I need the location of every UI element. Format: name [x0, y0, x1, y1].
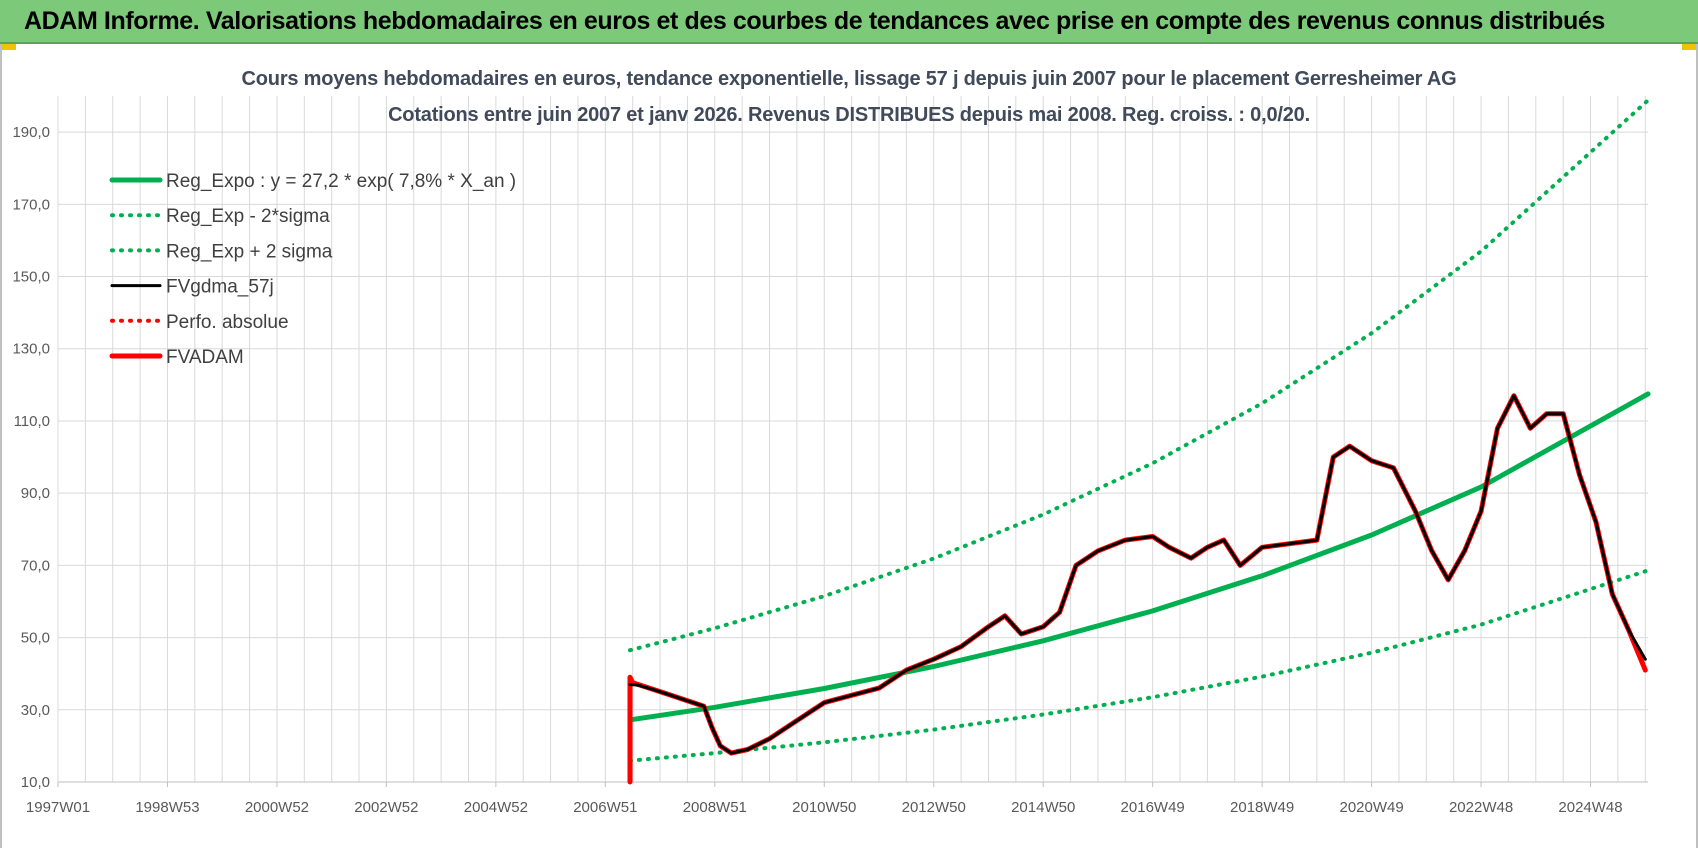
legend-label: FVgdma_57j — [166, 277, 274, 298]
chart-title-line-1: Cours moyens hebdomadaires en euros, ten… — [241, 68, 1457, 90]
x-tick-label: 2000W52 — [245, 799, 309, 816]
x-tick-label: 2010W50 — [792, 799, 856, 816]
legend-label: Perfo. absolue — [166, 312, 289, 333]
x-tick-label: 1998W53 — [135, 799, 199, 816]
x-tick-label: 2014W50 — [1011, 799, 1075, 816]
x-tick-label: 2022W48 — [1449, 799, 1513, 816]
y-tick-label: 90,0 — [21, 485, 50, 502]
legend-label: Reg_Exp + 2 sigma — [166, 241, 333, 262]
axis-layer: 10,0 30,0 50,0 70,0 90,0 110,0 130,0 150,0 170,0… — [12, 96, 1648, 816]
y-tick-label: 190,0 — [12, 124, 50, 141]
x-tick-label: 2020W49 — [1339, 799, 1403, 816]
y-tick-label: 10,0 — [21, 774, 50, 791]
y-tick-label: 150,0 — [12, 269, 50, 286]
legend-label: Reg_Exp - 2*sigma — [166, 206, 330, 227]
x-tick-label: 1997W01 — [26, 799, 90, 816]
legend-label: FVADAM — [166, 347, 244, 368]
y-tick-label: 30,0 — [21, 702, 50, 719]
series-line-3 — [628, 394, 1647, 755]
legend-label: Reg_Expo : y = 27,2 * exp( 7,8% * X_an ) — [166, 171, 516, 192]
chart-title-line-2: Cotations entre juin 2007 et janv 2026. … — [388, 104, 1310, 126]
y-tick-label: 110,0 — [14, 413, 50, 430]
corner-marker-left — [0, 44, 16, 50]
y-tick-label: 50,0 — [21, 630, 50, 647]
legend: Reg_Expo : y = 27,2 * exp( 7,8% * X_an )… — [109, 171, 516, 368]
grid-layer — [57, 96, 1648, 783]
chart-frame — [0, 44, 1698, 848]
x-tick-label: 2024W48 — [1558, 799, 1622, 816]
y-tick-label: 130,0 — [12, 341, 50, 358]
report-banner: ADAM Informe. Valorisations hebdomadaire… — [0, 0, 1698, 44]
series-line-2 — [628, 98, 1650, 653]
x-tick-label: 2002W52 — [354, 799, 418, 816]
report-title: ADAM Informe. Valorisations hebdomadaire… — [24, 7, 1605, 35]
x-tick-label: 2006W51 — [573, 799, 637, 816]
x-tick-label: 2016W49 — [1121, 799, 1185, 816]
x-tick-label: 2004W52 — [464, 799, 528, 816]
y-tick-label: 70,0 — [21, 557, 50, 574]
corner-marker-right — [1682, 44, 1698, 50]
x-tick-label: 2012W50 — [902, 799, 966, 816]
y-tick-label: 170,0 — [12, 196, 50, 213]
x-tick-label: 2008W51 — [683, 799, 747, 816]
x-tick-label: 2018W49 — [1230, 799, 1294, 816]
series-line-0 — [627, 391, 1651, 723]
series-layer — [627, 98, 1651, 785]
